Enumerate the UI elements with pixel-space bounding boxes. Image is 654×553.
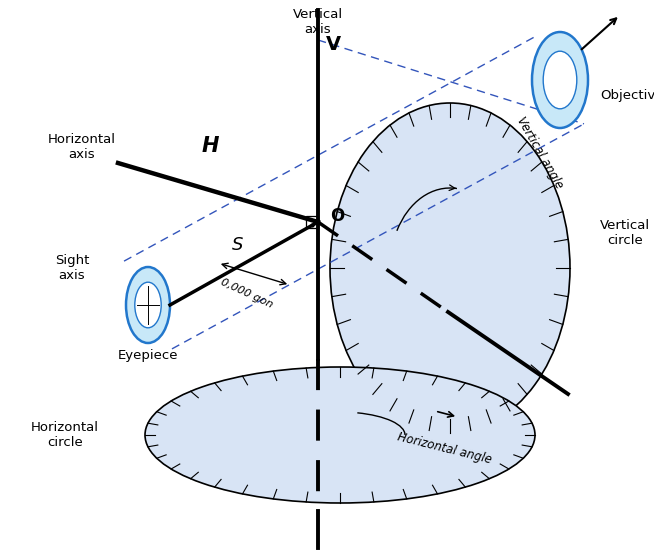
Text: Vertical
circle: Vertical circle	[600, 219, 650, 247]
Text: Horizontal angle: Horizontal angle	[396, 430, 494, 466]
Bar	[306, 216, 318, 228]
Text: S: S	[232, 236, 244, 254]
Text: H: H	[201, 136, 218, 156]
Text: 0,000 gon: 0,000 gon	[219, 276, 275, 310]
Text: Objective: Objective	[600, 88, 654, 102]
Ellipse shape	[126, 267, 170, 343]
Text: Eyepiece: Eyepiece	[118, 348, 179, 362]
Text: Horizontal
axis: Horizontal axis	[48, 133, 116, 161]
Text: Vertical
axis: Vertical axis	[293, 8, 343, 36]
Text: Horizontal
circle: Horizontal circle	[31, 421, 99, 449]
Text: Sight
axis: Sight axis	[55, 254, 89, 282]
Text: V: V	[326, 35, 341, 55]
Ellipse shape	[145, 367, 535, 503]
Ellipse shape	[135, 282, 161, 328]
Ellipse shape	[532, 32, 588, 128]
Text: O: O	[330, 207, 344, 225]
Text: Vertical angle: Vertical angle	[514, 115, 566, 191]
Ellipse shape	[543, 51, 577, 109]
Ellipse shape	[330, 103, 570, 433]
